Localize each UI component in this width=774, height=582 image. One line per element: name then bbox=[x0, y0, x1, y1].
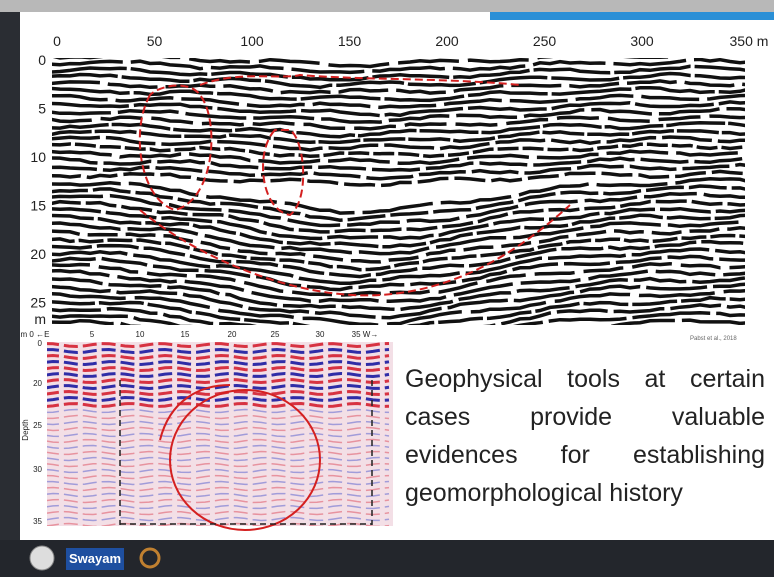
slide: 050100150200250300350 m0510152025mPabst … bbox=[0, 0, 774, 577]
y-tick-label: 0 bbox=[38, 52, 46, 68]
logo-emblem bbox=[141, 549, 159, 567]
y-tick-label: 15 bbox=[30, 198, 46, 214]
x-tick-label: 300 bbox=[630, 33, 654, 49]
footer: Swayam bbox=[0, 540, 774, 577]
x-tick-label: 250 bbox=[533, 33, 557, 49]
y-tick-label: 35 bbox=[33, 517, 42, 526]
y-tick-label: 30 bbox=[33, 465, 42, 474]
y-tick-label: m bbox=[34, 311, 46, 327]
y-tick-label: 25 bbox=[33, 421, 42, 430]
x-tick-label: 10 bbox=[136, 330, 145, 339]
y-tick-label: 20 bbox=[33, 379, 42, 388]
x-tick-label: 35 W→ bbox=[352, 330, 379, 339]
x-tick-label: 350 m bbox=[730, 33, 769, 49]
x-tick-label: 15 bbox=[181, 330, 190, 339]
y-tick-label: 5 bbox=[38, 101, 46, 117]
x-tick-label: 0 bbox=[53, 33, 61, 49]
y-tick-label: 25 bbox=[30, 295, 46, 311]
y-tick-label: 10 bbox=[30, 149, 46, 165]
logo-text: Swayam bbox=[69, 551, 121, 566]
x-tick-label: 150 bbox=[338, 33, 362, 49]
x-tick-label: m 0 ←E bbox=[21, 330, 50, 339]
y-tick-label: 20 bbox=[30, 246, 46, 262]
body-text: Geophysical tools at certain cases provi… bbox=[405, 360, 765, 512]
y-tick-label: 0 bbox=[38, 339, 43, 348]
x-tick-label: 25 bbox=[271, 330, 280, 339]
x-tick-label: 30 bbox=[316, 330, 325, 339]
credit: Pabst et al., 2018 bbox=[690, 336, 737, 342]
x-tick-label: 5 bbox=[90, 330, 95, 339]
x-tick-label: 50 bbox=[147, 33, 163, 49]
footer-logos: Swayam bbox=[0, 540, 200, 577]
x-tick-label: 100 bbox=[240, 33, 264, 49]
radargram-bottom bbox=[47, 342, 393, 526]
y-axis-label: Depth bbox=[21, 419, 30, 440]
x-tick-label: 200 bbox=[435, 33, 459, 49]
logo-circle bbox=[30, 546, 54, 570]
x-tick-label: 20 bbox=[228, 330, 237, 339]
